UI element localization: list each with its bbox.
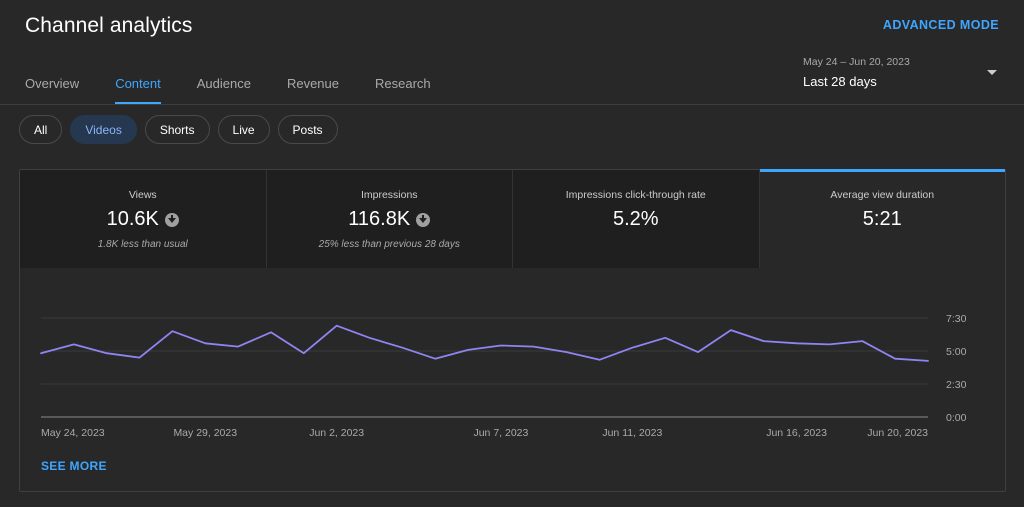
date-range-label: Last 28 days [803, 74, 877, 89]
x-tick-label: Jun 20, 2023 [867, 427, 928, 439]
metric-views[interactable]: Views 10.6K 1.8K less than usual [20, 170, 267, 268]
page-title: Channel analytics [25, 14, 193, 37]
tab-research[interactable]: Research [375, 76, 431, 91]
analytics-tabs: Overview Content Audience Revenue Resear… [25, 76, 467, 104]
metric-value: 10.6K [20, 208, 266, 231]
chip-videos[interactable]: Videos [70, 115, 137, 144]
metric-average-view-duration[interactable]: Average view duration 5:21 [759, 169, 1006, 268]
tab-overview[interactable]: Overview [25, 76, 80, 91]
content-type-chips: All Videos Shorts Live Posts [19, 115, 338, 144]
metric-comparison: 1.8K less than usual [97, 239, 188, 250]
tab-content[interactable]: Content [115, 76, 161, 104]
x-tick-label: Jun 7, 2023 [473, 427, 528, 439]
metric-label: Impressions [360, 189, 418, 201]
x-tick-label: Jun 11, 2023 [602, 427, 662, 439]
metric-ctr[interactable]: Impressions click-through rate 5.2% [513, 170, 760, 268]
chip-shorts[interactable]: Shorts [144, 115, 210, 144]
chip-live[interactable]: Live [217, 115, 270, 144]
metric-value-text: 5.2% [612, 208, 659, 230]
tabs-divider [0, 104, 1024, 105]
x-tick-label: May 29, 2023 [173, 427, 237, 439]
date-range-picker[interactable]: May 24 – Jun 20, 2023 Last 28 days [803, 56, 1003, 92]
average-view-duration-chart: 7:30 5:00 2:30 0:00 May 24, 2023 May 29, 2023… [40, 313, 967, 439]
advanced-mode-button[interactable]: ADVANCED MODE [882, 18, 999, 32]
series-line [40, 324, 929, 362]
dropdown-caret-icon [987, 70, 997, 75]
x-tick-label: Jun 2, 2023 [309, 427, 364, 439]
trend-down-icon [416, 212, 431, 227]
x-tick-label: May 24, 2023 [41, 427, 105, 439]
metric-tabs: Views 10.6K 1.8K less than usual Impress… [20, 169, 1006, 268]
metric-value-text: 116.8K [348, 208, 411, 230]
metric-value: 116.8K [267, 208, 513, 231]
metric-label: Views [128, 189, 157, 201]
metric-value: 5.2% [513, 208, 759, 231]
metric-impressions[interactable]: Impressions 116.8K 25% less than previou… [266, 170, 513, 268]
y-tick-label: 5:00 [946, 346, 967, 358]
metric-value-text: 10.6K [106, 208, 159, 230]
trend-down-icon [164, 212, 179, 227]
y-tick-label: 7:30 [946, 313, 967, 325]
x-tick-label: Jun 16, 2023 [766, 427, 827, 439]
tab-audience[interactable]: Audience [196, 76, 251, 91]
chip-posts[interactable]: Posts [277, 115, 338, 144]
chip-all[interactable]: All [19, 115, 63, 144]
metric-comparison: 25% less than previous 28 days [318, 239, 460, 250]
tab-revenue[interactable]: Revenue [286, 76, 339, 91]
y-tick-label: 0:00 [946, 412, 967, 424]
metric-value: 5:21 [760, 208, 1006, 231]
y-tick-label: 2:30 [946, 379, 967, 391]
date-range-text: May 24 – Jun 20, 2023 [803, 56, 910, 68]
metric-label: Impressions click-through rate [565, 189, 706, 201]
see-more-link[interactable]: SEE MORE [41, 459, 107, 473]
metrics-card: Views 10.6K 1.8K less than usual Impress… [19, 169, 1006, 492]
metric-value-text: 5:21 [862, 208, 902, 230]
metric-label: Average view duration [830, 189, 935, 201]
